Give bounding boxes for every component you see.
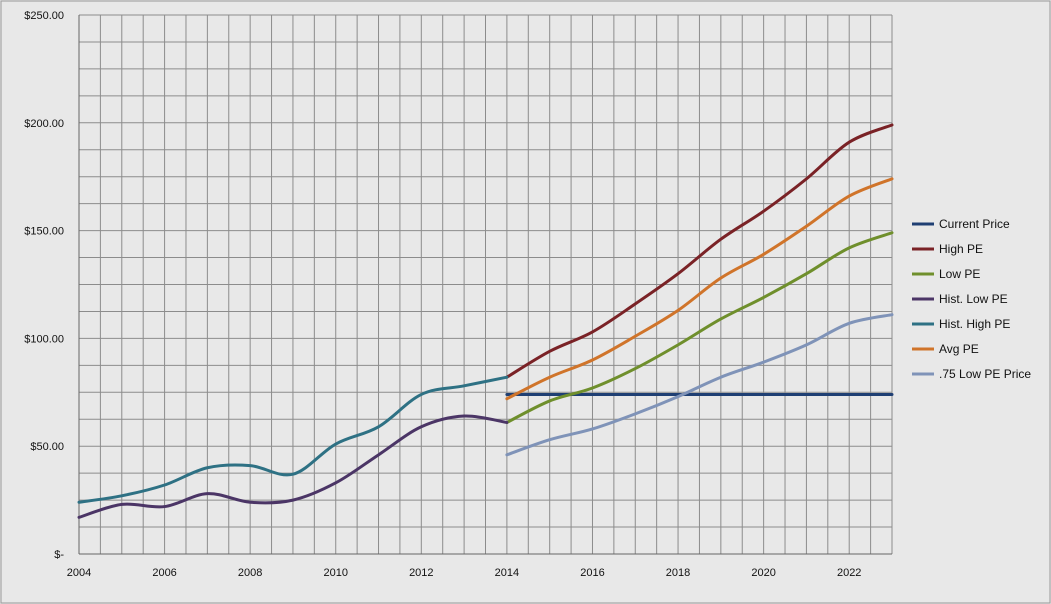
series-line-hist-low-pe [77,414,509,519]
x-tick-label: 2016 [580,567,604,579]
axes [78,15,892,555]
series-line-hist-high-pe [77,375,509,504]
x-tick-label: 2014 [495,567,519,579]
series-lines [77,123,894,519]
legend-label-75-low-pe-price: .75 Low PE Price [939,367,1031,381]
y-tick-label: $200.00 [24,118,64,130]
y-tick-label: $50.00 [30,441,64,453]
x-tick-label: 2012 [409,567,433,579]
y-tick-label: $150.00 [24,226,64,238]
series-line-avg-pe [505,177,894,401]
y-tick-label: $- [54,549,64,561]
y-tick-label: $100.00 [24,333,64,345]
x-tick-label: 2020 [751,567,775,579]
legend: Current Price High PE Low PE Hist. Low PE Hi… [912,217,1031,381]
x-tick-label: 2010 [323,567,347,579]
x-tick-label: 2018 [666,567,690,579]
y-tick-label: $250.00 [24,10,64,22]
x-tick-label: 2004 [67,567,91,579]
legend-label-avg-pe: Avg PE [939,342,979,356]
legend-label-low-pe: Low PE [939,267,980,281]
x-axis-tick-labels: 2004 2006 2008 2010 2012 2014 2016 2018 2020 2022 [67,567,862,579]
legend-label-high-pe: High PE [939,242,983,256]
x-tick-label: 2006 [152,567,176,579]
legend-label-hist-low-pe: Hist. Low PE [939,292,1008,306]
x-tick-label: 2022 [837,567,861,579]
x-tick-label: 2008 [238,567,262,579]
series-line-75-low-pe-price [505,313,894,457]
y-axis-tick-labels: $- $50.00 $100.00 $150.00 $200.00 $250.00 [24,10,64,561]
series-line-low-pe [505,231,894,424]
legend-label-current-price: Current Price [939,217,1010,231]
grid-lines [78,14,893,555]
legend-label-hist-high-pe: Hist. High PE [939,317,1010,331]
series-line-high-pe [505,123,894,379]
